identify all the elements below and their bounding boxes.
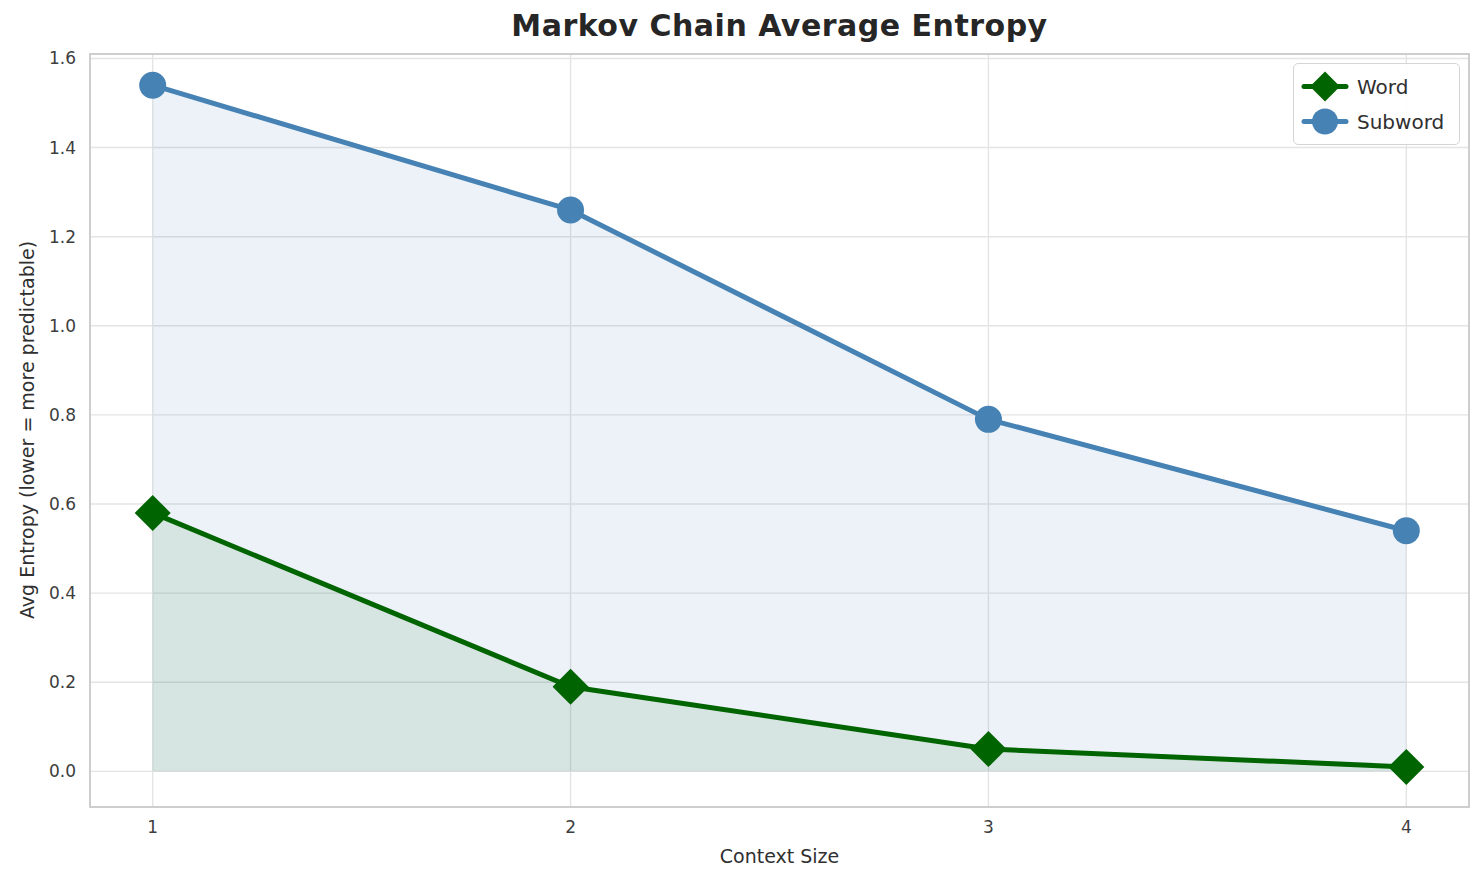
x-tick-label: 3 (964, 817, 1012, 837)
legend-label-word: Word (1357, 75, 1408, 99)
x-tick-label: 2 (547, 817, 595, 837)
circle-marker-icon (139, 72, 166, 99)
y-tick-label: 1.0 (28, 316, 76, 336)
legend-sample-subword (1302, 106, 1348, 137)
legend: Word Subword (1293, 63, 1460, 145)
legend-item-word: Word (1302, 71, 1449, 102)
y-tick-label: 1.2 (28, 227, 76, 247)
entropy-chart-figure: Markov Chain Average Entropy Context Siz… (0, 0, 1484, 885)
area-fill-subword (153, 85, 1407, 771)
circle-marker-icon (1312, 109, 1338, 135)
y-tick-label: 0.0 (28, 761, 76, 781)
x-axis-label: Context Size (90, 845, 1469, 867)
y-axis-label: Avg Entropy (lower = more predictable) (16, 241, 38, 619)
legend-sample-word (1302, 71, 1348, 102)
x-tick-label: 4 (1382, 817, 1430, 837)
y-tick-label: 1.4 (28, 138, 76, 158)
legend-label-subword: Subword (1357, 110, 1444, 134)
y-tick-label: 0.4 (28, 583, 76, 603)
chart-title: Markov Chain Average Entropy (90, 8, 1469, 43)
y-tick-label: 0.2 (28, 672, 76, 692)
plot-area (0, 0, 1484, 885)
y-tick-label: 1.6 (28, 48, 76, 68)
circle-marker-icon (557, 196, 584, 223)
x-tick-label: 1 (129, 817, 177, 837)
circle-marker-icon (1393, 517, 1420, 544)
y-tick-label: 0.8 (28, 405, 76, 425)
circle-marker-icon (975, 406, 1002, 433)
diamond-marker-icon (1310, 72, 1340, 102)
y-tick-label: 0.6 (28, 494, 76, 514)
legend-item-subword: Subword (1302, 106, 1449, 137)
